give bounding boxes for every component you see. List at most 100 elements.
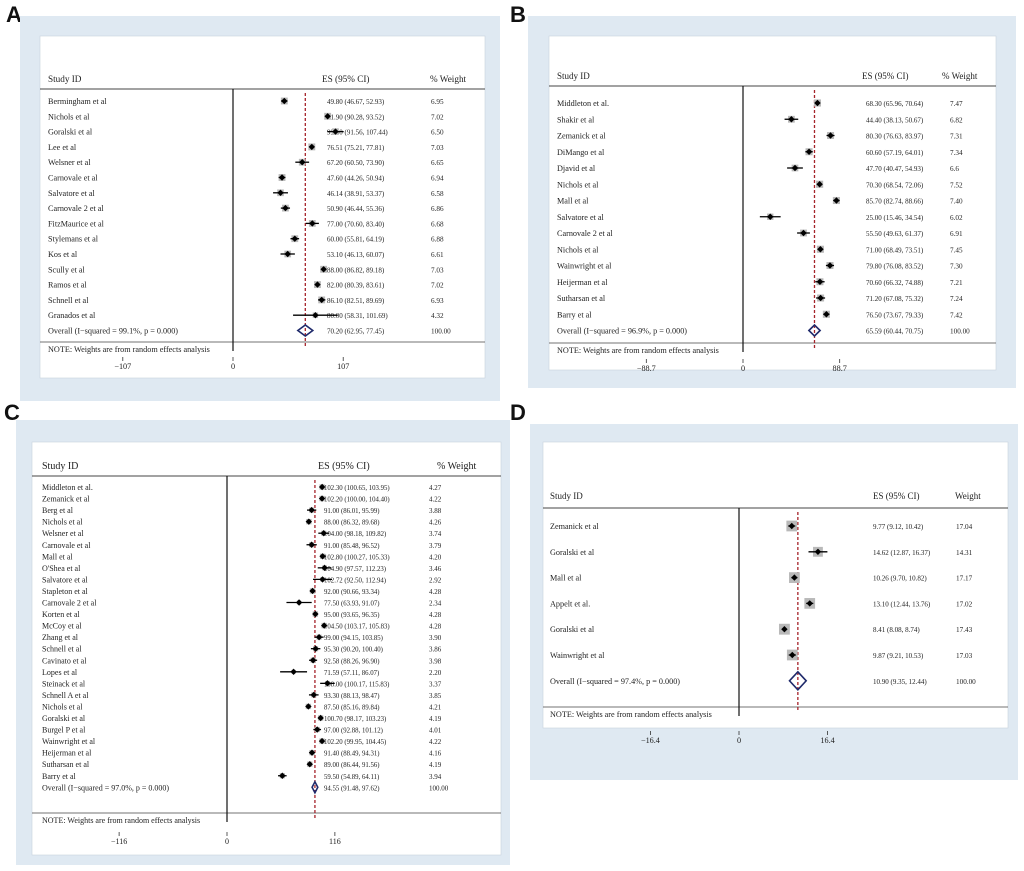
study-weight-label: 4.28	[429, 623, 442, 631]
study-weight-label: 4.32	[431, 312, 444, 320]
study-ci-label: 95.30 (90.20, 100.40)	[324, 647, 383, 654]
study-name: Bermingham et al	[48, 97, 107, 106]
study-name: Sutharsan et al	[42, 760, 90, 769]
study-ci-label: 77.50 (63.93, 91.07)	[324, 601, 380, 608]
axis-tick-label: −88.7	[637, 364, 656, 373]
study-name: Kos et al	[48, 250, 78, 259]
axis-tick-label: −116	[111, 837, 127, 846]
study-ci-label: 53.10 (46.13, 60.07)	[327, 251, 385, 259]
study-weight-label: 2.34	[429, 600, 442, 608]
study-name: Salvatore et al	[48, 189, 96, 198]
study-weight-label: 7.34	[950, 149, 963, 157]
overall-ci-label: 10.90 (9.35, 12.44)	[873, 678, 927, 686]
overall-label: Overall (I−squared = 97.4%, p = 0.000)	[550, 677, 680, 686]
column-header-weight: % Weight	[430, 74, 467, 84]
study-weight-label: 6.91	[950, 230, 963, 238]
study-ci-label: 70.30 (68.54, 72.06)	[866, 181, 924, 189]
forest-plot-a: Study ID ES (95% CI) % Weight NOTE: Weights…	[20, 16, 500, 401]
study-name: Welsner et al	[48, 158, 91, 167]
panel-label-b: B	[510, 2, 526, 27]
study-ci-label: 102.72 (92.50, 112.94)	[324, 577, 386, 584]
study-ci-label: 88.00 (86.32, 89.68)	[324, 520, 380, 527]
study-ci-label: 13.10 (12.44, 13.76)	[873, 600, 931, 608]
overall-weight-label: 100.00	[431, 328, 451, 336]
point-estimate	[312, 312, 319, 319]
study-ci-label: 44.40 (38.13, 50.67)	[866, 116, 924, 124]
overall-ci-label: 65.59 (60.44, 70.75)	[866, 328, 924, 336]
column-header-study: Study ID	[557, 71, 590, 81]
study-weight-label: 6.82	[950, 116, 963, 124]
study-name: Salvatore et al	[42, 575, 89, 584]
axis-tick-label: 16.4	[820, 736, 834, 745]
study-ci-label: 60.60 (57.19, 64.01)	[866, 149, 924, 157]
study-weight-label: 6.02	[950, 214, 963, 222]
study-name: Welsner et al	[42, 529, 84, 538]
point-estimate	[814, 99, 821, 107]
study-ci-label: 102.20 (100.00, 104.40)	[324, 497, 390, 504]
study-weight-label: 4.20	[429, 553, 442, 561]
point-estimate	[279, 772, 286, 779]
study-name: Middleton et al.	[557, 99, 609, 108]
study-weight-label: 7.02	[431, 113, 444, 121]
study-weight-label: 6.93	[431, 297, 444, 305]
point-estimate	[277, 189, 284, 196]
footnote: NOTE: Weights are from random effects an…	[48, 345, 210, 354]
study-ci-label: 97.00 (92.88, 101.12)	[324, 728, 383, 735]
study-weight-label: 7.03	[431, 266, 444, 274]
study-weight-label: 7.42	[950, 311, 963, 319]
study-name: Scully et al	[48, 265, 86, 274]
study-name: Carnovale 2 et al	[48, 204, 104, 213]
point-estimate	[309, 220, 316, 227]
study-weight-label: 7.40	[950, 198, 963, 206]
study-weight-label: 7.30	[950, 263, 963, 271]
study-weight-label: 17.03	[956, 652, 973, 660]
overall-diamond	[788, 670, 808, 691]
point-estimate	[826, 262, 834, 269]
study-ci-label: 82.00 (80.39, 83.61)	[327, 282, 385, 290]
study-name: Mall et al	[42, 552, 73, 561]
point-estimate	[806, 600, 813, 607]
plot-area	[31, 441, 502, 856]
study-ci-label: 92.00 (90.66, 93.34)	[324, 589, 380, 596]
study-ci-label: 8.41 (8.08, 8.74)	[873, 626, 920, 634]
study-weight-label: 3.79	[429, 542, 442, 550]
study-weight-label: 7.21	[950, 279, 963, 287]
study-name: Goralski et al	[550, 625, 595, 634]
study-name: Stapleton et al	[42, 587, 89, 596]
study-ci-label: 80.30 (76.63, 83.97)	[866, 133, 924, 141]
study-ci-label: 77.00 (70.60, 83.40)	[327, 220, 385, 228]
column-header-weight: % Weight	[942, 71, 978, 81]
study-ci-label: 99.50 (91.56, 107.44)	[327, 129, 388, 137]
study-name: Nichols et al	[42, 518, 83, 527]
study-ci-label: 70.60 (66.32, 74.88)	[866, 279, 924, 287]
study-ci-label: 95.00 (93.65, 96.35)	[324, 612, 380, 619]
point-estimate	[324, 680, 331, 687]
study-ci-label: 68.30 (65.96, 70.64)	[866, 100, 924, 108]
study-weight-label: 6.86	[431, 205, 444, 213]
study-name: Shakir et al	[557, 115, 595, 124]
study-name: Wainwright et al	[550, 651, 605, 660]
point-estimate	[789, 651, 796, 659]
study-weight-label: 7.02	[431, 282, 444, 290]
study-weight-label: 17.17	[956, 575, 973, 583]
study-weight-label: 17.04	[956, 523, 973, 531]
study-weight-label: 4.16	[429, 750, 442, 758]
study-weight-label: 3.46	[429, 565, 442, 573]
panel-label-c: C	[4, 400, 20, 425]
study-weight-label: 4.27	[429, 484, 442, 492]
study-name: Steinack et al	[42, 679, 86, 688]
point-estimate	[318, 737, 326, 745]
axis-tick-label: −107	[114, 362, 131, 371]
point-estimate	[814, 548, 822, 555]
study-weight-label: 6.95	[431, 98, 444, 106]
point-estimate	[817, 246, 824, 253]
point-estimate	[317, 714, 324, 722]
point-estimate	[310, 691, 317, 699]
study-name: Wainwright et al	[557, 262, 612, 271]
footnote: NOTE: Weights are from random effects an…	[550, 710, 712, 719]
study-name: Goralski et al	[550, 548, 595, 557]
study-ci-label: 9.77 (9.12, 10.42)	[873, 523, 924, 531]
point-estimate	[308, 143, 316, 151]
study-weight-label: 7.47	[950, 100, 963, 108]
study-name: Nichols et al	[557, 245, 599, 254]
